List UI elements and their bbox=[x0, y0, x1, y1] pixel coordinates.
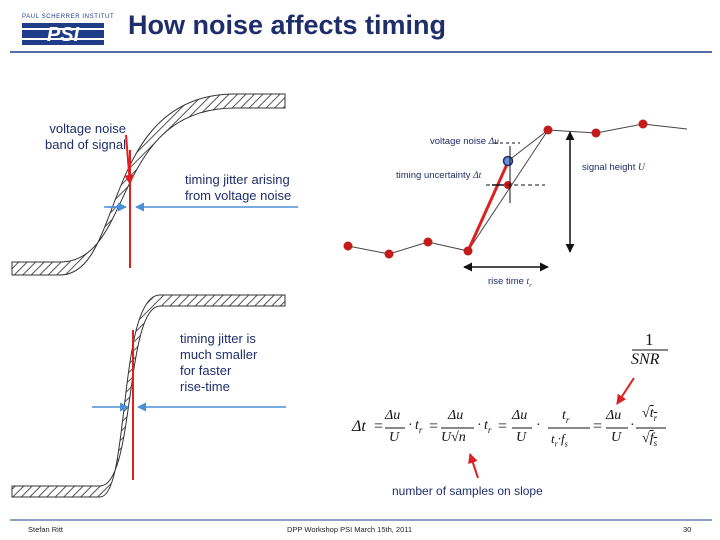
formula-fs-1: f bbox=[561, 431, 565, 446]
footer-page-number: 30 bbox=[683, 525, 692, 534]
formula-sqrt-tr: √tr bbox=[642, 406, 658, 423]
fast-signal-band bbox=[11, 294, 286, 498]
formula-tr-4-t: t bbox=[551, 431, 555, 446]
signal-height-symbol: U bbox=[638, 163, 645, 173]
voltage-noise-symbol: Δu bbox=[488, 137, 499, 147]
formula-equals-2: = bbox=[429, 418, 439, 435]
formula-du-2: Δu bbox=[448, 408, 464, 423]
snr-numerator: 1 bbox=[645, 330, 654, 349]
slow-band-pointer-arrow bbox=[124, 134, 135, 185]
formula-tr-3: tr bbox=[562, 408, 569, 425]
timing-uncertainty-text: timing uncertainty bbox=[396, 170, 471, 181]
sample-points bbox=[343, 119, 648, 259]
formula-equals-4: = bbox=[593, 418, 603, 435]
timing-jitter-smaller-label: timing jitter is much smaller for faster… bbox=[180, 331, 258, 394]
noisy-sample-dot bbox=[502, 155, 514, 167]
formula-delta-t: Δt bbox=[352, 418, 366, 435]
sample-dot bbox=[384, 249, 394, 259]
formula-U-2: U bbox=[441, 430, 452, 445]
formula-tr-1-sub: r bbox=[418, 424, 423, 435]
formula-tr-3-sub: r bbox=[565, 414, 570, 425]
voltage-noise-text: voltage noise bbox=[430, 136, 486, 147]
formula-dot-2: · bbox=[477, 418, 482, 433]
rise-time-text: rise time bbox=[488, 276, 524, 287]
formula-dot-1: · bbox=[408, 418, 413, 433]
psi-logo: PSI bbox=[22, 23, 104, 45]
timing-uncertainty-symbol: Δt bbox=[473, 171, 482, 181]
formula-equals-3: = bbox=[498, 418, 508, 435]
rise-time-subscript: r bbox=[529, 282, 532, 289]
formula-dot-3: · bbox=[536, 418, 541, 433]
samples-on-slope-label: number of samples on slope bbox=[392, 484, 543, 498]
footer-event: DPP Workshop PSI March 15th, 2011 bbox=[287, 525, 413, 534]
voltage-noise-band-label: voltage noise band of signal bbox=[45, 121, 126, 152]
formula-U-sqrtn: U√n bbox=[441, 430, 466, 446]
formula-equals-1: = bbox=[374, 418, 384, 435]
sample-dot bbox=[423, 237, 433, 247]
formula-tr-1: tr bbox=[415, 418, 422, 435]
formula-tr-1-t: t bbox=[415, 418, 419, 433]
formula-dot-5: · bbox=[630, 418, 635, 433]
rise-time-symbol: t bbox=[526, 277, 530, 287]
formula-fs-2-sub: s bbox=[653, 437, 658, 448]
formula-tr-3-t: t bbox=[562, 408, 566, 423]
sample-dot bbox=[638, 119, 648, 129]
formula-sqrt-fs: √fs bbox=[642, 431, 658, 448]
formula-tr-5-t: t bbox=[649, 406, 654, 421]
formula-U-4: U bbox=[611, 430, 622, 445]
signal-height-label: signal height U bbox=[582, 162, 645, 173]
sample-dot bbox=[343, 241, 353, 251]
formula-U-1: U bbox=[389, 430, 400, 445]
formula-dot-4: · bbox=[557, 431, 561, 446]
sample-dot bbox=[591, 128, 601, 138]
sample-dot bbox=[463, 246, 473, 256]
slow-signal-band bbox=[11, 93, 286, 276]
formula-U-3: U bbox=[516, 430, 527, 445]
timing-uncertainty-label: timing uncertainty Δt bbox=[396, 170, 481, 181]
formula-fs-2: f bbox=[649, 431, 654, 446]
formula-du-4: Δu bbox=[606, 408, 622, 423]
voltage-noise-label: voltage noise Δu bbox=[430, 136, 499, 147]
sample-dot bbox=[543, 125, 553, 135]
sampled-signal bbox=[347, 123, 688, 255]
formula-tr-fs: tr·fs bbox=[551, 431, 568, 449]
formula-tr-4-sub: r bbox=[554, 439, 558, 449]
slide-title: How noise affects timing bbox=[128, 10, 447, 40]
footer-author: Stefan Ritt bbox=[28, 525, 64, 534]
samples-pointer-arrow bbox=[468, 453, 479, 479]
formula-fs-1-sub: s bbox=[564, 439, 568, 449]
formula-sqrt-n: √n bbox=[451, 430, 466, 445]
formula-tr-5-sub: r bbox=[653, 412, 658, 423]
formula-du-3: Δu bbox=[512, 408, 528, 423]
timing-jitter-arising-label: timing jitter arising from voltage noise bbox=[185, 172, 292, 203]
formula-tr-2: tr bbox=[484, 418, 491, 435]
formula-tr-2-t: t bbox=[484, 418, 488, 433]
rise-time-label: rise time tr bbox=[488, 276, 532, 289]
logo-text: PSI bbox=[47, 24, 80, 45]
logo-institute-text: PAUL SCHERRER INSTITUT bbox=[22, 14, 115, 20]
snr-denominator: SNR bbox=[631, 351, 660, 368]
formula-tr-2-sub: r bbox=[487, 424, 492, 435]
formula-du-1: Δu bbox=[385, 408, 401, 423]
snr-pointer-arrow bbox=[616, 377, 635, 405]
signal-height-text: signal height bbox=[582, 162, 636, 173]
